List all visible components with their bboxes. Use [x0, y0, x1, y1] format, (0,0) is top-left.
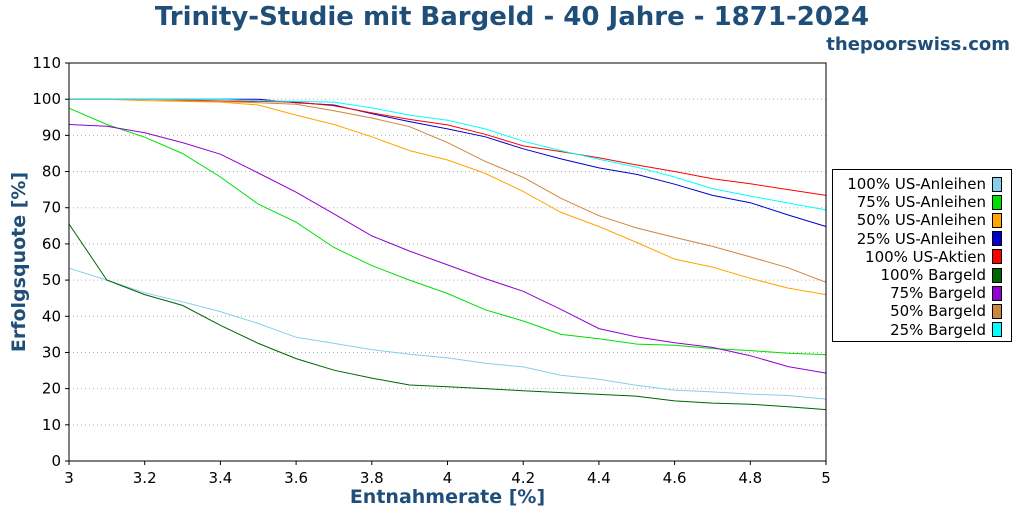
y-tick-label: 20	[42, 380, 61, 398]
series-line-5	[69, 98, 827, 196]
legend-swatch	[992, 249, 1002, 265]
legend-label: 25% US-Anleihen	[856, 229, 986, 248]
legend-swatch	[992, 176, 1002, 192]
legend-swatch	[992, 285, 1002, 301]
series-layer	[68, 98, 827, 411]
series-line-3	[69, 98, 827, 296]
y-tick-label: 40	[42, 307, 61, 325]
chart-title: Trinity-Studie mit Bargeld - 40 Jahre - …	[154, 2, 870, 32]
series-line-9	[69, 98, 827, 211]
series-line-4	[69, 98, 827, 227]
legend-swatch	[992, 212, 1002, 228]
x-tick-label: 3.8	[360, 469, 384, 487]
x-tick-label: 3.2	[133, 469, 157, 487]
y-tick-label: 110	[32, 54, 61, 72]
x-tick-label: 3.4	[208, 469, 232, 487]
y-tick-label: 30	[42, 343, 61, 361]
series-line-6	[68, 223, 827, 411]
legend-label: 100% US-Anleihen	[847, 175, 986, 194]
legend-label: 100% US-Aktien	[865, 247, 986, 266]
legend-swatch	[992, 322, 1002, 338]
y-tick-label: 70	[42, 199, 61, 217]
legend-swatch	[992, 231, 1002, 247]
legend-item: 75% Bargeld	[833, 284, 1011, 302]
y-axis-label: Erfolgsquote [%]	[8, 172, 30, 352]
x-tick-label: 5	[821, 469, 831, 487]
legend: 100% US-Anleihen 75% US-Anleihen 50% US-An…	[832, 169, 1012, 342]
grid-lines	[69, 98, 826, 426]
x-axis-label: Entnahmerate [%]	[350, 486, 545, 508]
legend-item: 50% Bargeld	[833, 302, 1011, 320]
site-watermark: thepoorswiss.com	[826, 34, 1010, 55]
legend-item: 25% Bargeld	[833, 321, 1011, 339]
series-line-1	[68, 267, 827, 400]
legend-swatch	[992, 194, 1002, 210]
y-tick-label: 80	[42, 163, 61, 181]
y-tick-label: 10	[42, 416, 61, 434]
legend-item: 50% US-Anleihen	[833, 211, 1011, 229]
legend-item: 25% US-Anleihen	[833, 230, 1011, 248]
plot-frame	[68, 62, 827, 462]
series-line-8	[69, 98, 827, 283]
x-tick-label: 4	[443, 469, 453, 487]
x-axis: 3 3.2 3.4 3.6 3.8 4 4.2 4.4 4.6 4.8 5	[64, 461, 831, 487]
legend-label: 75% Bargeld	[890, 284, 986, 303]
legend-item: 100% US-Anleihen	[833, 175, 1011, 193]
x-tick-label: 4.2	[511, 469, 535, 487]
y-tick-label: 50	[42, 271, 61, 289]
legend-swatch	[992, 303, 1002, 319]
series-line-2	[68, 107, 827, 356]
x-tick-label: 4.8	[738, 469, 762, 487]
legend-label: 75% US-Anleihen	[856, 193, 986, 212]
x-tick-label: 4.4	[587, 469, 611, 487]
legend-label: 25% Bargeld	[890, 320, 986, 339]
x-tick-label: 4.6	[663, 469, 687, 487]
series-line-7	[68, 124, 827, 374]
x-tick-label: 3	[64, 469, 74, 487]
legend-item: 100% US-Aktien	[833, 248, 1011, 266]
y-axis: 0 10 20 30 40 50 60 70 80 90 100 110	[32, 54, 69, 470]
legend-item: 100% Bargeld	[833, 266, 1011, 284]
legend-item: 75% US-Anleihen	[833, 193, 1011, 211]
y-tick-label: 90	[42, 126, 61, 144]
legend-label: 100% Bargeld	[880, 266, 986, 285]
x-tick-label: 3.6	[284, 469, 308, 487]
y-tick-label: 60	[42, 235, 61, 253]
y-tick-label: 100	[32, 90, 61, 108]
legend-label: 50% Bargeld	[890, 302, 986, 321]
legend-label: 50% US-Anleihen	[856, 211, 986, 230]
legend-swatch	[992, 267, 1002, 283]
y-tick-label: 0	[51, 452, 61, 470]
